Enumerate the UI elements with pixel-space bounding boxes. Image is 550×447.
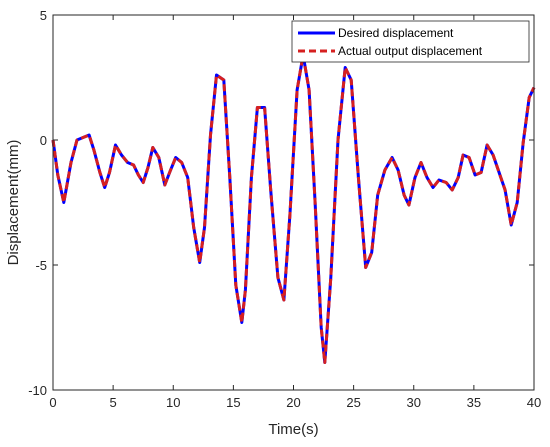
y-tick-label: 5 bbox=[40, 8, 47, 23]
x-tick-label: 30 bbox=[407, 395, 421, 410]
x-tick-label: 40 bbox=[527, 395, 541, 410]
ticks-layer bbox=[52, 14, 535, 391]
legend-label-desired: Desired displacement bbox=[338, 26, 454, 40]
plot-area bbox=[53, 15, 534, 390]
y-tick-label: -10 bbox=[28, 383, 47, 398]
series-layer bbox=[51, 53, 536, 364]
legend-box bbox=[291, 20, 530, 63]
y-axis-title: Displacement(mm) bbox=[5, 140, 22, 266]
legend-label-actual: Actual output displacement bbox=[338, 44, 483, 58]
x-tick-label: 35 bbox=[467, 395, 481, 410]
x-tick-label: 10 bbox=[166, 395, 180, 410]
x-tick-label: 0 bbox=[49, 395, 56, 410]
x-tick-label: 25 bbox=[346, 395, 360, 410]
tick-labels-layer: 0 5 10 15 20 25 30 35 40 -10 -5 0 5 bbox=[28, 8, 541, 410]
x-axis-title: Time(s) bbox=[268, 421, 318, 438]
x-tick-label: 5 bbox=[110, 395, 117, 410]
series-line-actual bbox=[51, 53, 536, 364]
x-tick-label: 20 bbox=[286, 395, 300, 410]
y-tick-label: 0 bbox=[40, 133, 47, 148]
x-tick-label: 15 bbox=[226, 395, 240, 410]
legend: Desired displacement Actual output displ… bbox=[291, 20, 530, 63]
y-tick-label: -5 bbox=[35, 258, 47, 273]
